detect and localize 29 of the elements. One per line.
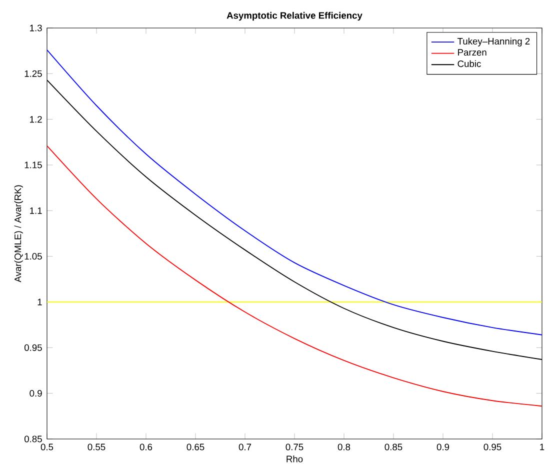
x-tick-label: 0.5 <box>40 444 54 450</box>
x-tick-label: 0.65 <box>186 444 204 450</box>
y-tick-label: 1.25 <box>24 70 42 77</box>
y-tick-label: 1.15 <box>24 162 42 168</box>
x-tick-label: 0.9 <box>436 444 450 450</box>
y-tick-label: 1.3 <box>30 24 42 32</box>
x-tick-label: 0.85 <box>384 444 402 450</box>
legend-label: Tukey–Hanning 2 <box>458 38 530 46</box>
y-tick-label: 1.1 <box>30 207 42 214</box>
x-tick-label: 1 <box>540 444 544 450</box>
chart-title: Asymptotic Relative Efficiency <box>226 12 362 21</box>
line-series <box>47 49 542 336</box>
y-tick-label: 1.2 <box>30 116 42 123</box>
x-tick-label: 0.7 <box>238 444 252 450</box>
x-tick-label: 0.75 <box>286 444 304 450</box>
x-tick-label: 0.8 <box>338 444 350 450</box>
y-tick-label: 0.85 <box>24 436 42 442</box>
y-tick-label: 0.95 <box>24 344 42 351</box>
line-series <box>47 145 542 407</box>
y-tick-label: 1.05 <box>24 253 42 260</box>
x-tick-label: 0.6 <box>140 444 152 450</box>
x-tick-label: 0.55 <box>88 444 106 450</box>
x-tick-label: 0.95 <box>484 444 502 450</box>
legend-label: Parzen <box>458 49 486 56</box>
y-tick-label: 1 <box>38 298 42 306</box>
x-axis-title: Rho <box>286 455 303 462</box>
y-axis-title: Avar(QMLE) / Avar(RK) <box>14 185 23 282</box>
y-tick-label: 0.9 <box>30 390 42 397</box>
legend-label: Cubic <box>458 60 481 68</box>
